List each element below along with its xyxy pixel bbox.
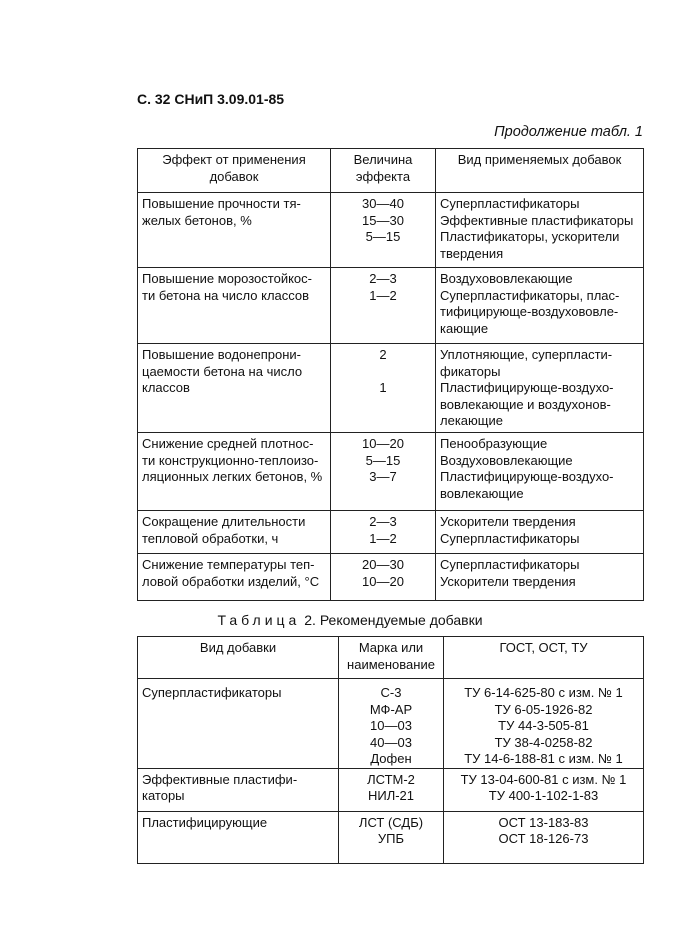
effect-cell: Повышение морозостойкос- ти бетона на чи… [137, 267, 331, 344]
value-cell: 2 1 [330, 343, 436, 433]
header-cell: Величина эффекта [330, 148, 436, 193]
standard-cell: ОСТ 13-183-83 ОСТ 18-126-73 [443, 810, 644, 864]
brand-cell: С-3 МФ-АР 10—03 40—03 Дофен [338, 678, 444, 769]
table-continuation-label: Продолжение табл. 1 [494, 124, 643, 140]
table-header-row: Эффект от применения добавок Величина эф… [137, 148, 644, 193]
type-cell: Эффективные пластифи- каторы [137, 767, 339, 812]
type-cell: Пластифицирующие [137, 810, 339, 864]
effect-cell: Повышение прочности тя- желых бетонов, % [137, 192, 331, 268]
table-row: Повышение морозостойкос- ти бетона на чи… [137, 267, 644, 344]
table-1: Эффект от применения добавок Величина эф… [137, 148, 644, 601]
table-row: Суперпластификаторы С-3 МФ-АР 10—03 40—0… [137, 678, 644, 769]
header-cell: Марка или наименование [338, 636, 444, 679]
value-cell: 2—3 1—2 [330, 267, 436, 344]
table-2-title-label: Таблица [217, 612, 301, 628]
additive-cell: Суперпластификаторы Эффективные пластифи… [435, 192, 644, 268]
table-row: Снижение температуры теп- ловой обработк… [137, 553, 644, 601]
value-cell: 10—20 5—15 3—7 [330, 432, 436, 511]
standard-cell: ТУ 13-04-600-81 с изм. № 1 ТУ 400-1-102-… [443, 767, 644, 812]
table-row: Повышение прочности тя- желых бетонов, %… [137, 192, 644, 268]
page-header: С. 32 СНиП 3.09.01-85 [137, 91, 285, 107]
standard-cell: ТУ 6-14-625-80 с изм. № 1 ТУ 6-05-1926-8… [443, 678, 644, 769]
table-row: Пластифицирующие ЛСТ (СДБ) УПБ ОСТ 13-18… [137, 810, 644, 864]
header-cell: Вид добавки [137, 636, 339, 679]
table-2-title-text: 2. Рекомендуемые добавки [304, 612, 483, 628]
additive-cell: Суперпластификаторы Ускорители твердения [435, 553, 644, 601]
additive-cell: Воздухововлекающие Суперпластификаторы, … [435, 267, 644, 344]
additive-cell: Ускорители твердения Суперпластификаторы [435, 510, 644, 554]
table-2-title: Таблица 2. Рекомендуемые добавки [0, 612, 700, 628]
brand-cell: ЛСТ (СДБ) УПБ [338, 810, 444, 864]
header-cell: ГОСТ, ОСТ, ТУ [443, 636, 644, 679]
type-cell: Суперпластификаторы [137, 678, 339, 769]
table-row: Эффективные пластифи- каторы ЛСТМ-2 НИЛ-… [137, 767, 644, 812]
effect-cell: Сокращение длительности тепловой обработ… [137, 510, 331, 554]
additive-cell: Уплотняющие, суперпласти- фикаторы Пласт… [435, 343, 644, 433]
value-cell: 2—3 1—2 [330, 510, 436, 554]
table-row: Повышение водонепрони- цаемости бетона н… [137, 343, 644, 433]
effect-cell: Снижение средней плотнос- ти конструкцио… [137, 432, 331, 511]
table-row: Сокращение длительности тепловой обработ… [137, 510, 644, 554]
table-row: Снижение средней плотнос- ти конструкцио… [137, 432, 644, 511]
table-header-row: Вид добавки Марка или наименование ГОСТ,… [137, 636, 644, 679]
brand-cell: ЛСТМ-2 НИЛ-21 [338, 767, 444, 812]
header-cell: Вид применяемых добавок [435, 148, 644, 193]
effect-cell: Повышение водонепрони- цаемости бетона н… [137, 343, 331, 433]
header-cell: Эффект от применения добавок [137, 148, 331, 193]
table-2: Вид добавки Марка или наименование ГОСТ,… [137, 636, 644, 864]
effect-cell: Снижение температуры теп- ловой обработк… [137, 553, 331, 601]
value-cell: 20—30 10—20 [330, 553, 436, 601]
additive-cell: Пенообразующие Воздухововлекающие Пласти… [435, 432, 644, 511]
value-cell: 30—40 15—30 5—15 [330, 192, 436, 268]
